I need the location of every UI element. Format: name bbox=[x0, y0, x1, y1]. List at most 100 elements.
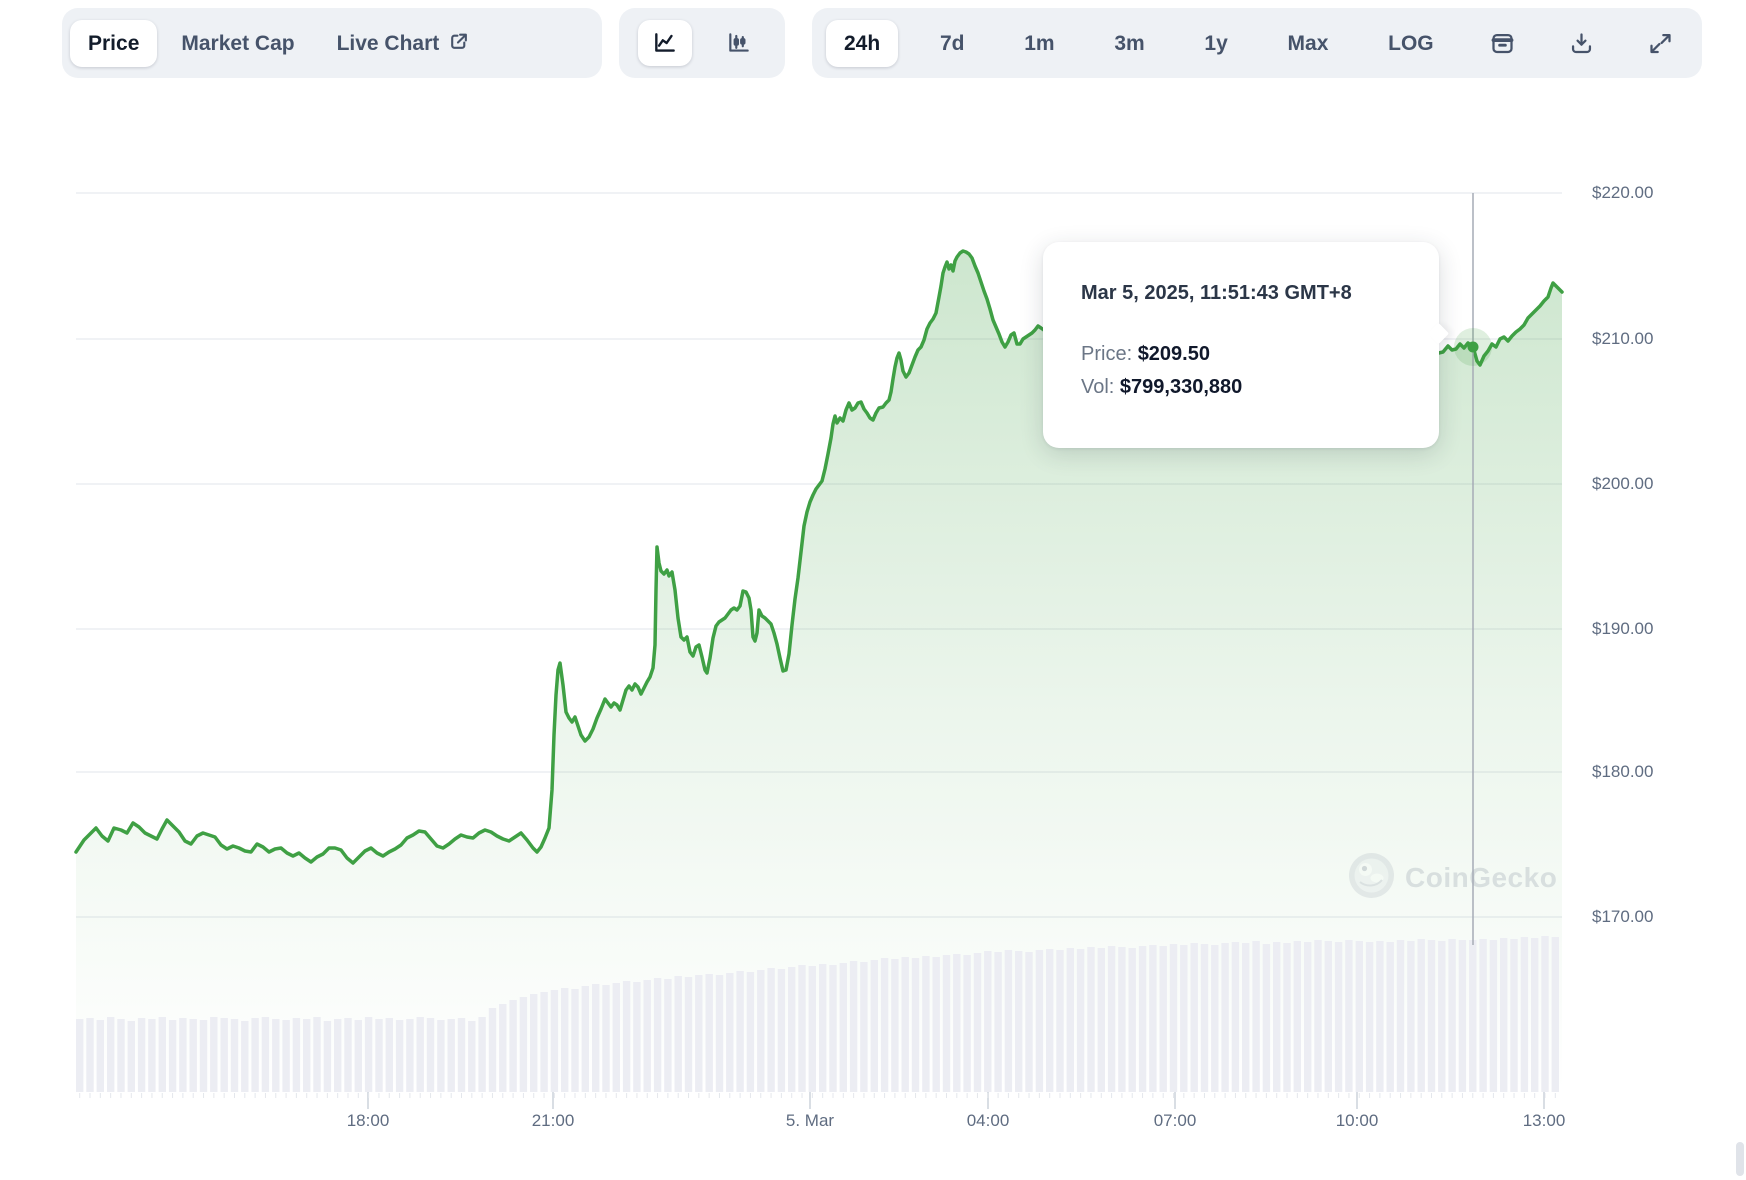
volume-bar bbox=[860, 962, 868, 1092]
volume-bar bbox=[674, 976, 682, 1092]
volume-bar bbox=[1076, 949, 1085, 1092]
volume-bar bbox=[1345, 940, 1353, 1092]
volume-bar bbox=[344, 1018, 352, 1092]
volume-bar bbox=[148, 1019, 156, 1092]
volume-bar bbox=[1407, 941, 1415, 1092]
tooltip-datetime: Mar 5, 2025, 11:51:43 GMT+8 bbox=[1081, 282, 1352, 304]
volume-bar bbox=[798, 965, 806, 1092]
volume-bar bbox=[1015, 951, 1023, 1092]
chart-type-group bbox=[619, 8, 785, 78]
volume-bar bbox=[1066, 948, 1074, 1092]
fullscreen-button[interactable] bbox=[1633, 20, 1688, 67]
y-axis-label: $220.00 bbox=[1592, 183, 1654, 202]
volume-bar bbox=[550, 990, 559, 1092]
volume-bar bbox=[437, 1020, 445, 1092]
volume-bar bbox=[1417, 939, 1425, 1092]
candlestick-chart-type-button[interactable] bbox=[712, 20, 766, 66]
y-axis-label: $200.00 bbox=[1592, 474, 1654, 493]
volume-bar bbox=[375, 1019, 383, 1092]
volume-bar bbox=[1283, 943, 1291, 1092]
volume-bar bbox=[1252, 941, 1260, 1092]
volume-bar bbox=[705, 974, 713, 1092]
fullscreen-icon bbox=[1647, 30, 1674, 57]
volume-bar bbox=[127, 1021, 135, 1092]
volume-bar bbox=[1097, 948, 1105, 1092]
volume-bar bbox=[117, 1019, 125, 1092]
download-button[interactable] bbox=[1554, 20, 1609, 67]
volume-bar bbox=[1438, 941, 1446, 1092]
volume-bar bbox=[880, 958, 889, 1092]
volume-bar bbox=[1221, 943, 1229, 1092]
volume-bar bbox=[86, 1018, 94, 1092]
range-1y[interactable]: 1y bbox=[1186, 20, 1245, 67]
tab-market-cap[interactable]: Market Cap bbox=[163, 20, 312, 67]
volume-bar bbox=[499, 1004, 507, 1092]
log-scale-toggle[interactable]: LOG bbox=[1370, 20, 1452, 67]
tab-live-chart[interactable]: Live Chart bbox=[319, 18, 488, 69]
range-7d[interactable]: 7d bbox=[922, 20, 983, 67]
volume-bar bbox=[385, 1018, 393, 1092]
x-axis-label: 5. Mar bbox=[785, 1111, 835, 1130]
volume-bar bbox=[1479, 939, 1487, 1092]
volume-bar bbox=[179, 1018, 187, 1092]
volume-bar bbox=[777, 969, 786, 1092]
volume-bar bbox=[426, 1018, 435, 1092]
volume-bar bbox=[1118, 947, 1126, 1092]
x-axis-label: 04:00 bbox=[966, 1111, 1010, 1130]
range-3m[interactable]: 3m bbox=[1096, 20, 1162, 67]
volume-bar bbox=[1149, 945, 1157, 1092]
range-24h[interactable]: 24h bbox=[826, 19, 899, 67]
volume-bar bbox=[1500, 938, 1508, 1092]
volume-bar bbox=[581, 986, 589, 1092]
volume-bar bbox=[653, 978, 662, 1092]
scrollbar-thumb[interactable] bbox=[1736, 1142, 1744, 1176]
volume-bar bbox=[849, 961, 858, 1092]
volume-bar bbox=[953, 954, 961, 1092]
volume-bar bbox=[1180, 945, 1188, 1092]
range-1m[interactable]: 1m bbox=[1006, 20, 1072, 67]
chart-tooltip: Mar 5, 2025, 11:51:43 GMT+8 Price: $209.… bbox=[1043, 242, 1450, 448]
line-chart-type-button[interactable] bbox=[638, 20, 693, 66]
volume-bar bbox=[561, 988, 569, 1092]
volume-bar bbox=[395, 1020, 404, 1092]
volume-bar bbox=[819, 964, 827, 1092]
candlestick-icon bbox=[726, 30, 752, 56]
volume-bar bbox=[1035, 950, 1044, 1092]
volume-bar bbox=[932, 957, 940, 1092]
volume-bar bbox=[1087, 947, 1095, 1092]
hover-dot bbox=[1467, 341, 1479, 353]
volume-bar bbox=[1056, 950, 1064, 1092]
volume-bar bbox=[984, 951, 992, 1092]
tab-price[interactable]: Price bbox=[70, 19, 158, 67]
calendar-button[interactable] bbox=[1475, 20, 1530, 67]
volume-bar bbox=[994, 952, 1002, 1092]
external-link-icon bbox=[448, 31, 469, 56]
volume-bar bbox=[1242, 943, 1250, 1092]
volume-bar bbox=[416, 1017, 424, 1092]
volume-bar bbox=[1386, 942, 1394, 1092]
volume-bar bbox=[303, 1019, 311, 1092]
volume-bar bbox=[1520, 937, 1529, 1092]
volume-bar bbox=[272, 1019, 280, 1092]
volume-bar bbox=[1004, 950, 1013, 1092]
volume-bar bbox=[406, 1019, 414, 1092]
volume-bar bbox=[323, 1021, 332, 1092]
volume-bar bbox=[695, 975, 703, 1092]
volume-bar bbox=[973, 953, 982, 1092]
volume-bar bbox=[478, 1017, 486, 1092]
volume-bar bbox=[241, 1021, 249, 1092]
range-max[interactable]: Max bbox=[1270, 20, 1347, 67]
volume-bar bbox=[1025, 952, 1033, 1092]
volume-bar bbox=[726, 973, 734, 1092]
tooltip-vol-label: Vol: bbox=[1081, 376, 1115, 398]
volume-bar bbox=[1128, 948, 1136, 1092]
volume-bar bbox=[1273, 942, 1281, 1092]
volume-bars bbox=[76, 936, 1559, 1092]
volume-bar bbox=[1190, 943, 1198, 1092]
y-axis-label: $180.00 bbox=[1592, 762, 1654, 781]
volume-bar bbox=[1376, 941, 1384, 1092]
volume-bar bbox=[168, 1020, 177, 1092]
volume-bar bbox=[1211, 945, 1219, 1092]
volume-bar bbox=[736, 971, 744, 1092]
